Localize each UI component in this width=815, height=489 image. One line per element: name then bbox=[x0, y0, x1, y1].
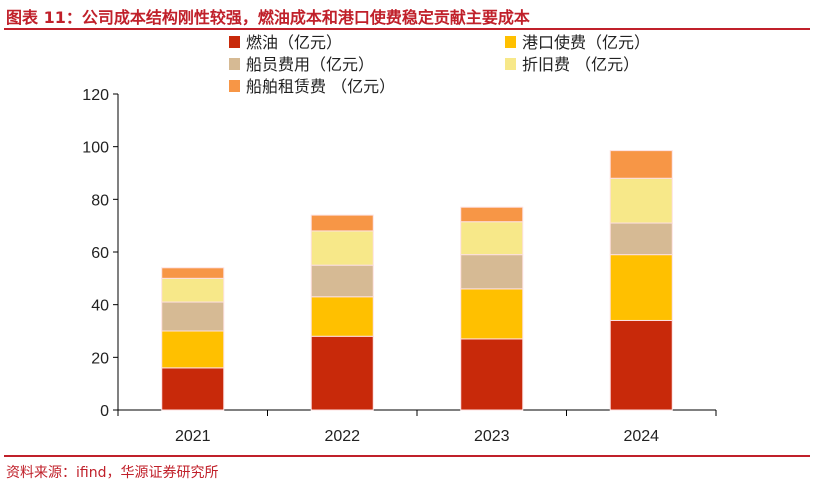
footer-divider bbox=[4, 455, 810, 457]
bar-segment bbox=[310, 230, 374, 266]
chart-title: 图表 11：公司成本结构刚性较强，燃油成本和港口使费稳定贡献主要成本 bbox=[6, 8, 530, 27]
bar-segment bbox=[460, 206, 524, 223]
legend-label: 折旧费 （亿元） bbox=[522, 55, 639, 74]
x-tick-label: 2023 bbox=[474, 428, 510, 445]
y-tick-label: 20 bbox=[91, 350, 109, 367]
x-tick-label: 2024 bbox=[623, 428, 659, 445]
legend-label: 船员费用（亿元） bbox=[246, 55, 374, 74]
bar-segment bbox=[460, 221, 524, 256]
y-tick-label: 40 bbox=[91, 298, 109, 315]
bar-segment bbox=[609, 177, 673, 224]
bar-segment bbox=[161, 267, 225, 279]
y-tick-label: 100 bbox=[82, 140, 109, 157]
y-tick-label: 80 bbox=[91, 192, 109, 209]
bar-segment bbox=[310, 335, 374, 411]
bar-segment bbox=[161, 330, 225, 369]
legend-swatch bbox=[229, 58, 240, 70]
source-note: 资料来源：ifind，华源证券研究所 bbox=[6, 465, 219, 481]
legend-swatch bbox=[505, 58, 516, 70]
legend-label: 燃油（亿元） bbox=[246, 33, 342, 52]
y-tick-label: 120 bbox=[82, 87, 109, 104]
y-tick-label: 60 bbox=[91, 245, 109, 262]
legend-swatch bbox=[229, 80, 240, 92]
y-tick-label: 0 bbox=[100, 403, 109, 420]
bar-segment bbox=[310, 296, 374, 337]
bar-segment bbox=[310, 214, 374, 232]
bar-segment bbox=[460, 288, 524, 340]
bar-segment bbox=[609, 254, 673, 321]
bar-segment bbox=[161, 301, 225, 332]
title-divider bbox=[4, 28, 810, 30]
bar-segment bbox=[460, 338, 524, 411]
bar-segment bbox=[161, 367, 225, 411]
x-tick-label: 2022 bbox=[324, 428, 360, 445]
bar-segment bbox=[609, 222, 673, 256]
legend-swatch bbox=[229, 36, 240, 48]
bar-segment bbox=[161, 277, 225, 303]
legend-swatch bbox=[505, 36, 516, 48]
legend-label: 船舶租赁费 （亿元） bbox=[246, 77, 395, 96]
bar-segment bbox=[609, 150, 673, 179]
x-tick-label: 2021 bbox=[175, 428, 211, 445]
legend-label: 港口使费（亿元） bbox=[522, 33, 650, 52]
bar-segment bbox=[310, 264, 374, 298]
bar-segment bbox=[609, 319, 673, 411]
bar-segment bbox=[460, 254, 524, 290]
